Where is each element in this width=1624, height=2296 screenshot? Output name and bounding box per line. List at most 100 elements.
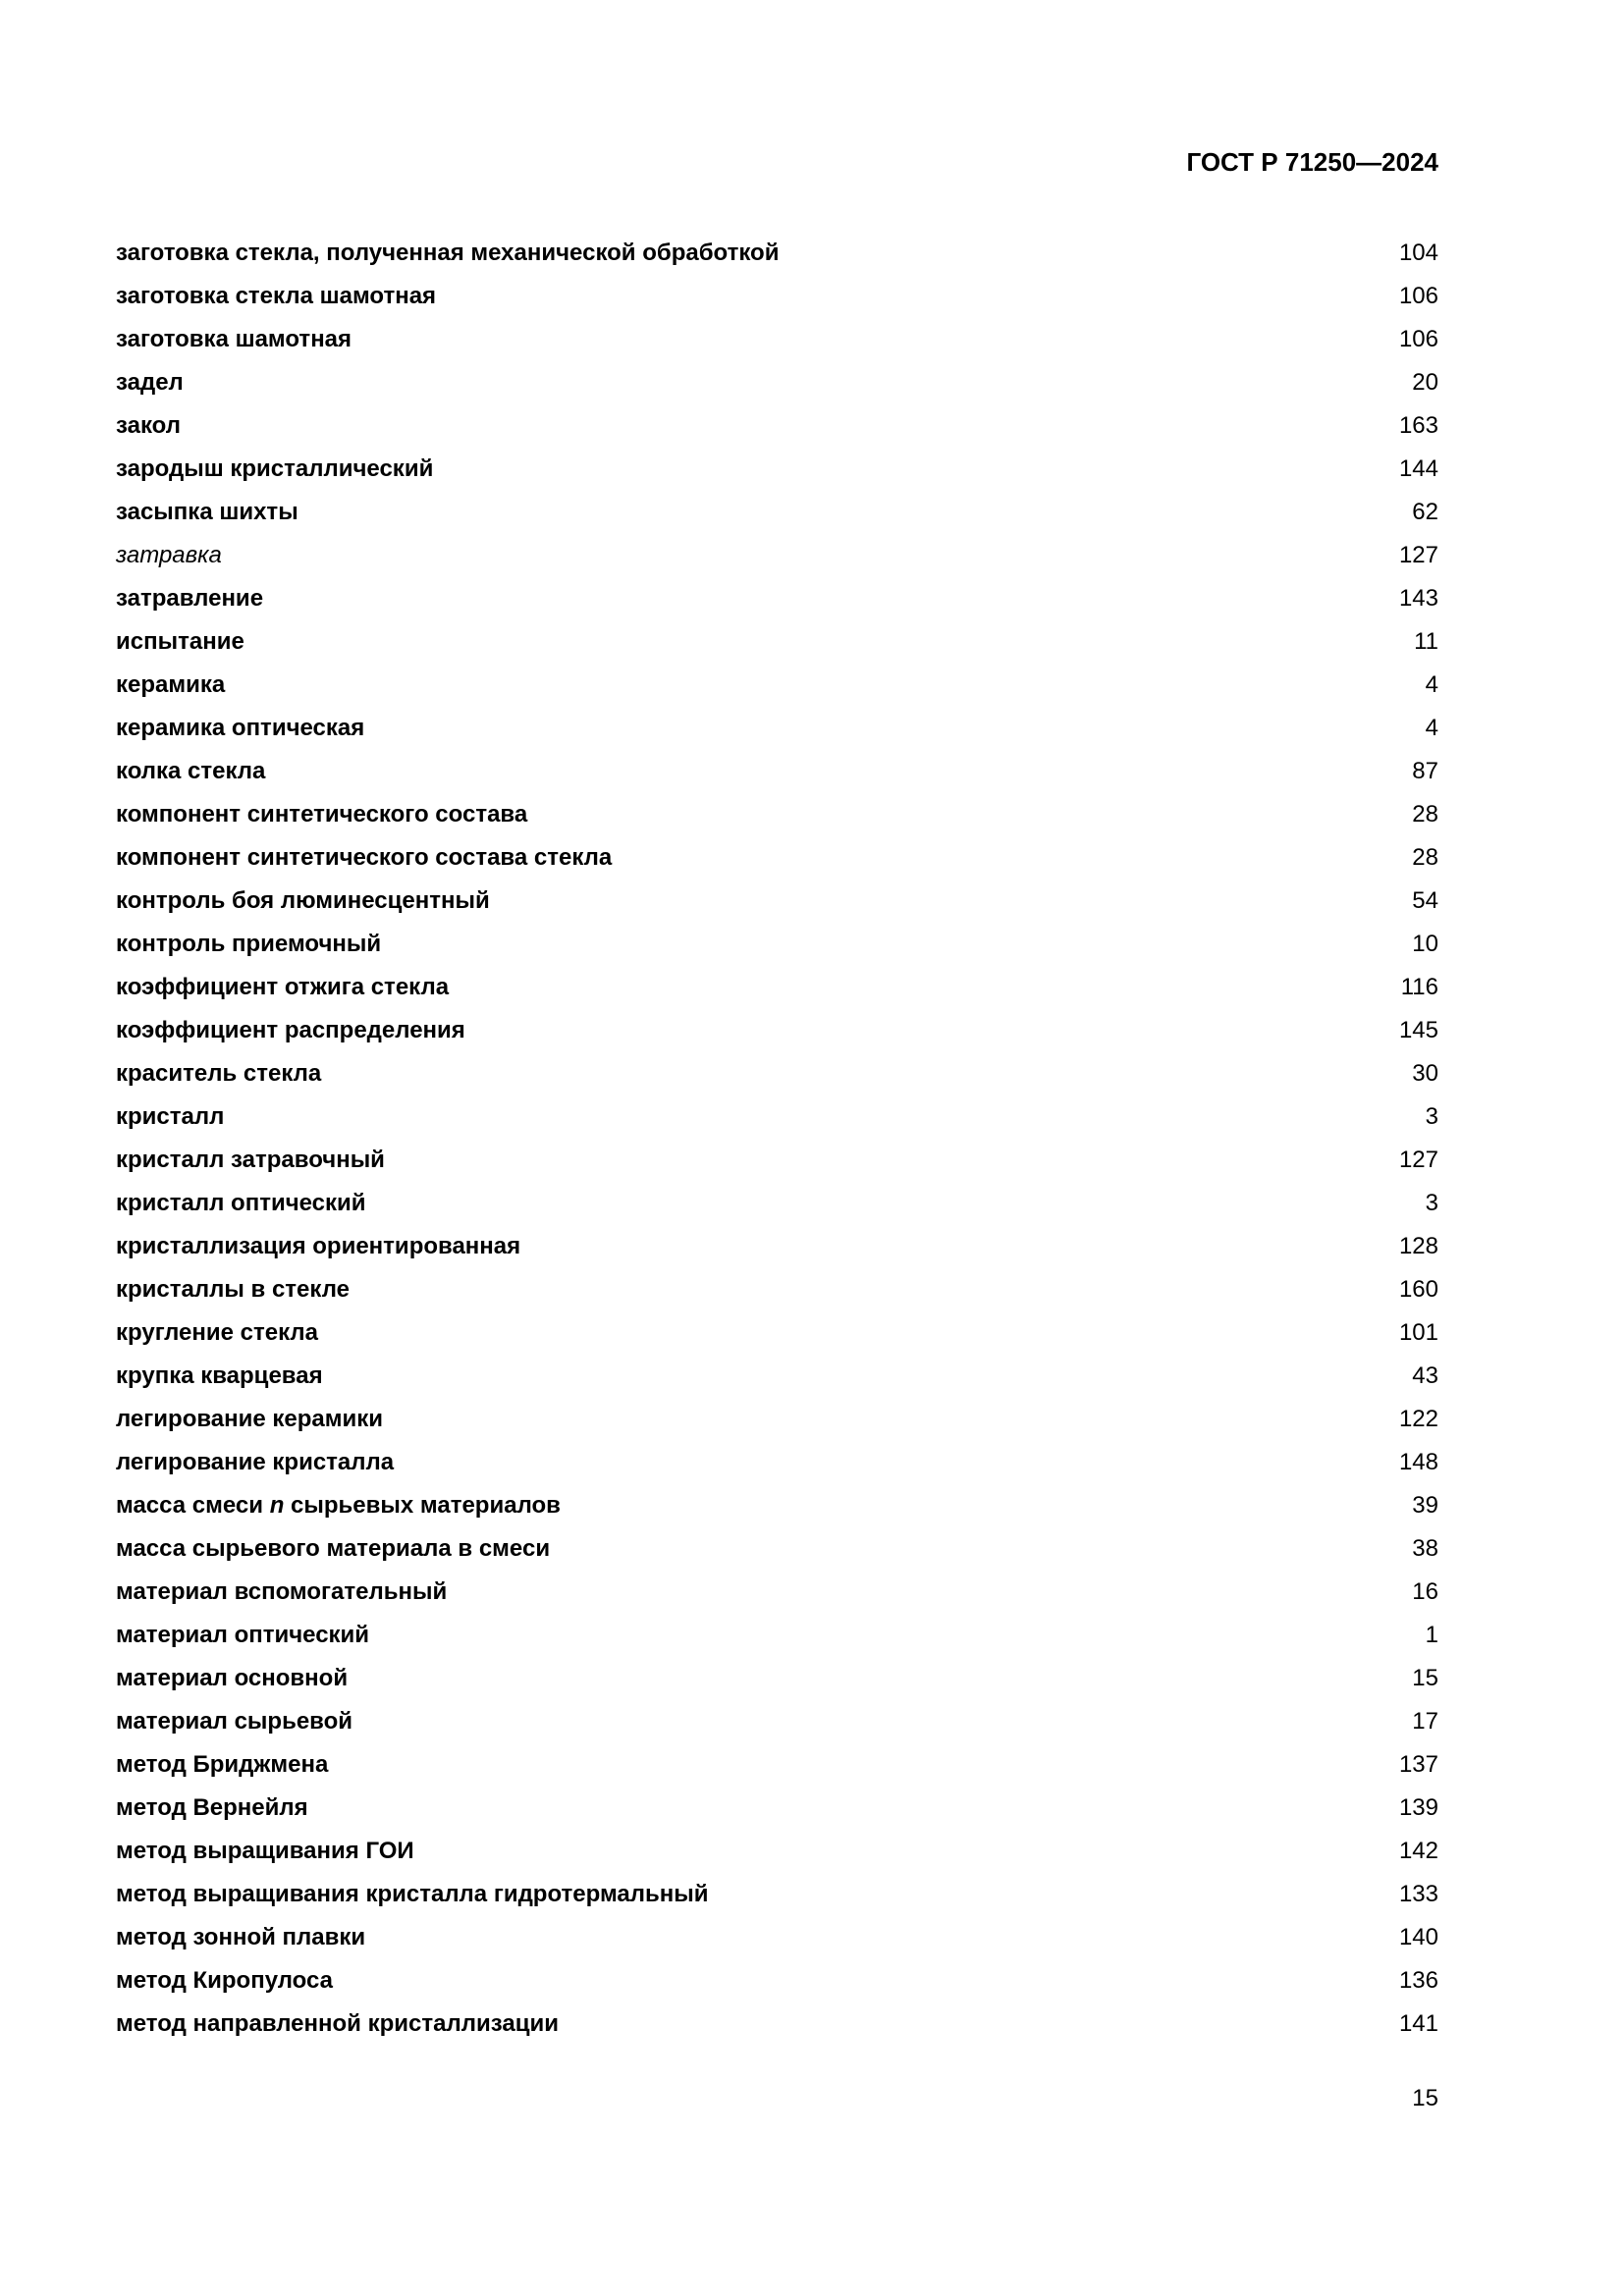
index-term: метод Бриджмена	[116, 1751, 329, 1778]
index-term: коэффициент отжига стекла	[116, 974, 450, 1000]
index-term: испытание	[116, 628, 244, 655]
index-ref-number: 128	[1398, 1233, 1438, 1259]
index-term: заготовка стекла, полученная механическо…	[116, 240, 780, 266]
index-entry: материал основной 15	[116, 1657, 1438, 1700]
index-entry: метод выращивания кристалла гидротермаль…	[116, 1873, 1438, 1916]
index-ref-number: 141	[1398, 2010, 1438, 2037]
index-entry: кристаллизация ориентированная 128	[116, 1225, 1438, 1268]
index-entry: задел 20	[116, 361, 1438, 404]
index-ref-number: 140	[1398, 1924, 1438, 1950]
index-ref-number: 163	[1398, 412, 1438, 439]
index-entry: колка стекла 87	[116, 750, 1438, 793]
index-ref-number: 3	[1425, 1103, 1438, 1130]
index-ref-number: 17	[1412, 1708, 1438, 1735]
index-entry: закол 163	[116, 404, 1438, 448]
index-term: кругление стекла	[116, 1319, 318, 1346]
index-entry: масса сырьевого материала в смеси 38	[116, 1527, 1438, 1571]
index-term: керамика оптическая	[116, 715, 365, 741]
index-term: компонент синтетического состава стекла	[116, 844, 613, 871]
term-part: сырьевых материалов	[284, 1492, 561, 1519]
index-term: масса смеси n сырьевых материалов	[116, 1492, 561, 1520]
index-ref-number: 160	[1398, 1276, 1438, 1303]
index-entry: материал вспомогательный 16	[116, 1571, 1438, 1614]
index-ref-number: 28	[1412, 844, 1438, 871]
index-term: кристалл оптический	[116, 1190, 366, 1216]
index-ref-number: 30	[1412, 1060, 1438, 1087]
italic-variable: n	[269, 1492, 285, 1519]
index-ref-number: 104	[1398, 240, 1438, 266]
index-ref-number: 127	[1398, 542, 1438, 568]
index-entry: краситель стекла 30	[116, 1052, 1438, 1095]
index-ref-number: 15	[1412, 1665, 1438, 1691]
index-ref-number: 133	[1398, 1881, 1438, 1907]
index-entry: кристалл затравочный 127	[116, 1139, 1438, 1182]
index-entry: легирование керамики 122	[116, 1398, 1438, 1441]
index-term: материал основной	[116, 1665, 349, 1691]
index-term: метод направленной кристаллизации	[116, 2010, 559, 2037]
index-term: колка стекла	[116, 758, 266, 784]
term-part: масса смеси	[116, 1492, 270, 1519]
index-term: задел	[116, 369, 184, 396]
index-term: метод зонной плавки	[116, 1924, 366, 1950]
index-ref-number: 143	[1398, 585, 1438, 612]
index-ref-number: 39	[1412, 1492, 1438, 1519]
index-ref-number: 144	[1398, 455, 1438, 482]
index-ref-number: 20	[1412, 369, 1438, 396]
index-term: кристаллизация ориентированная	[116, 1233, 521, 1259]
index-ref-number: 28	[1412, 801, 1438, 828]
index-entry: коэффициент распределения 145	[116, 1009, 1438, 1052]
index-entry: заготовка стекла, полученная механическо…	[116, 232, 1438, 275]
index-entry: материал оптический 1	[116, 1614, 1438, 1657]
index-entry: кристаллы в стекле 160	[116, 1268, 1438, 1311]
index-ref-number: 106	[1398, 326, 1438, 352]
index-entry: метод Вернейля 139	[116, 1787, 1438, 1830]
index-entry: засыпка шихты 62	[116, 491, 1438, 534]
index-entry: метод зонной плавки 140	[116, 1916, 1438, 1959]
index-term: легирование кристалла	[116, 1449, 395, 1475]
index-entry: масса смеси n сырьевых материалов 39	[116, 1484, 1438, 1527]
document-header: ГОСТ Р 71250—2024	[1186, 147, 1438, 177]
index-entry: компонент синтетического состава стекла 2…	[116, 836, 1438, 880]
index-entry: кристалл оптический 3	[116, 1182, 1438, 1225]
index-ref-number: 1	[1425, 1622, 1438, 1648]
index-term: контроль боя люминесцентный	[116, 887, 490, 914]
index-term: метод Вернейля	[116, 1794, 308, 1821]
index-term: материал оптический	[116, 1622, 370, 1648]
index-entry: материал сырьевой 17	[116, 1700, 1438, 1743]
page-number: 15	[1412, 2085, 1438, 2111]
index-ref-number: 122	[1398, 1406, 1438, 1432]
index-term: заготовка шамотная	[116, 326, 352, 352]
index-ref-number: 106	[1398, 283, 1438, 309]
index-entry: испытание 11	[116, 620, 1438, 664]
index-ref-number: 148	[1398, 1449, 1438, 1475]
index-term: коэффициент распределения	[116, 1017, 465, 1043]
index-ref-number: 54	[1412, 887, 1438, 914]
index-ref-number: 145	[1398, 1017, 1438, 1043]
index-term: керамика	[116, 671, 226, 698]
index-ref-number: 4	[1425, 671, 1438, 698]
index-term: засыпка шихты	[116, 499, 298, 525]
index-term: материал сырьевой	[116, 1708, 353, 1735]
index-ref-number: 3	[1425, 1190, 1438, 1216]
index-entry: заготовка шамотная 106	[116, 318, 1438, 361]
index-entry: крупка кварцевая 43	[116, 1355, 1438, 1398]
index-term: затравка	[116, 542, 222, 568]
index-entry: затравление 143	[116, 577, 1438, 620]
index-entry: контроль боя люминесцентный 54	[116, 880, 1438, 923]
index-entry: кругление стекла 101	[116, 1311, 1438, 1355]
index-ref-number: 136	[1398, 1967, 1438, 1994]
index-entry: коэффициент отжига стекла 116	[116, 966, 1438, 1009]
index-entry: метод направленной кристаллизации 141	[116, 2002, 1438, 2046]
index-entry: керамика оптическая 4	[116, 707, 1438, 750]
index-ref-number: 16	[1412, 1578, 1438, 1605]
index-ref-number: 137	[1398, 1751, 1438, 1778]
index-term: кристаллы в стекле	[116, 1276, 350, 1303]
index-term: метод выращивания ГОИ	[116, 1838, 414, 1864]
index-term: кристалл затравочный	[116, 1147, 385, 1173]
index-entry: заготовка стекла шамотная 106	[116, 275, 1438, 318]
index-ref-number: 101	[1398, 1319, 1438, 1346]
index-entry: метод Киропулоса 136	[116, 1959, 1438, 2002]
index-entry: метод выращивания ГОИ 142	[116, 1830, 1438, 1873]
index-ref-number: 127	[1398, 1147, 1438, 1173]
index-ref-number: 38	[1412, 1535, 1438, 1562]
